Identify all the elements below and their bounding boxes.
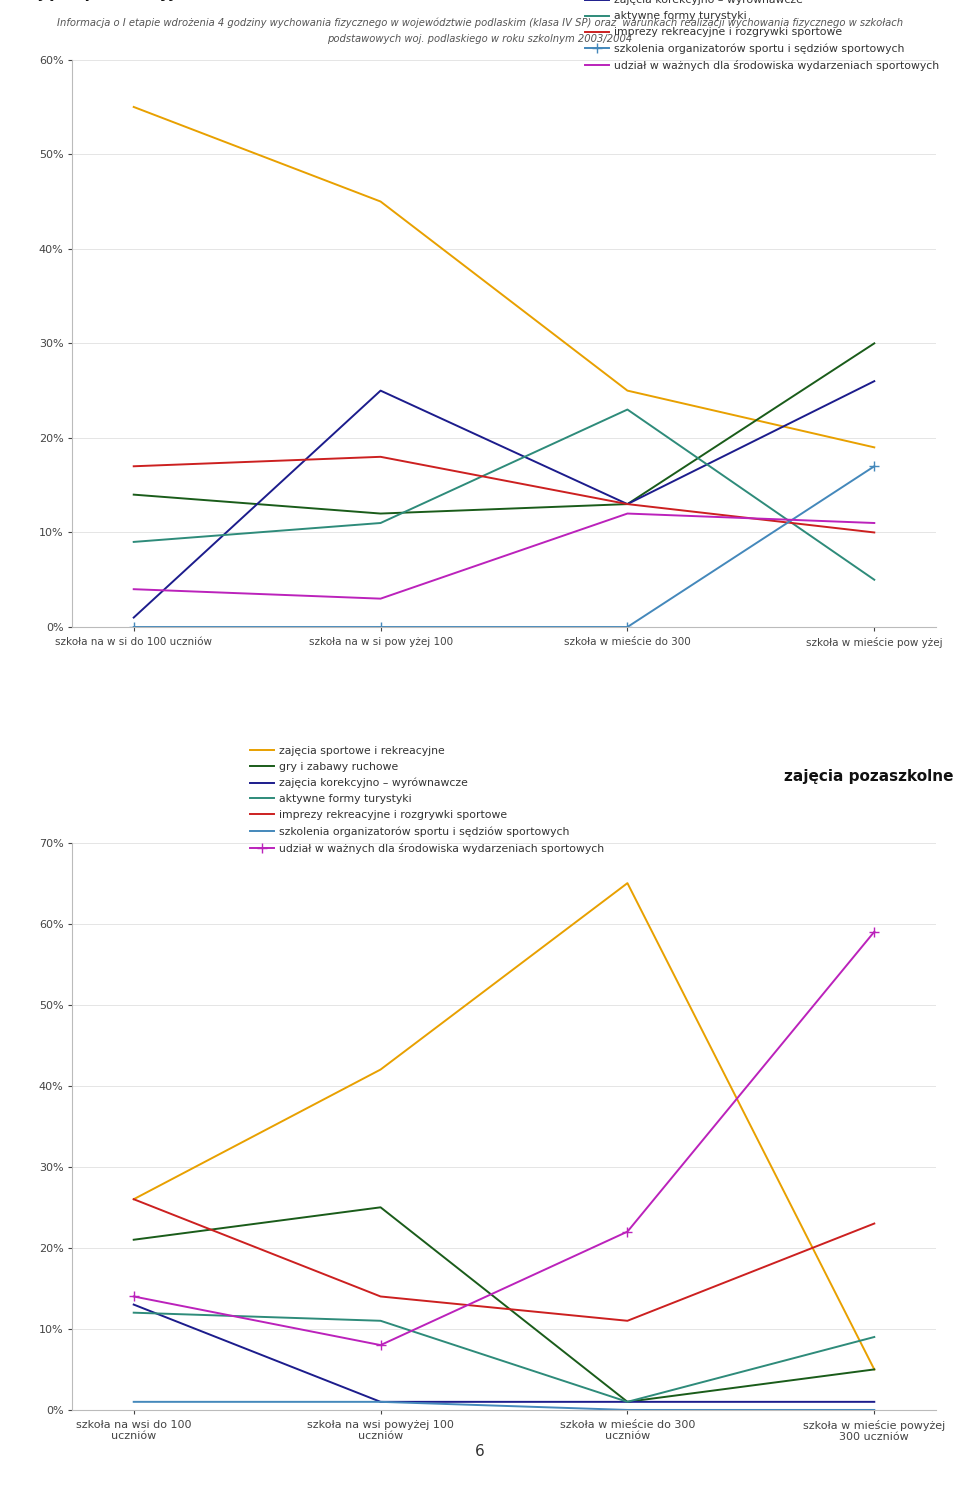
Text: Informacja o I etapie wdrożenia 4 godziny wychowania fizycznego w województwie p: Informacja o I etapie wdrożenia 4 godzin… (57, 18, 903, 28)
Text: zajęcia pozaszkolne: zajęcia pozaszkolne (783, 768, 953, 783)
Legend: zajęcia sportowe i rekreacyjne, gry i zabawy ruchowe, zajęcia korekcyjno – wyrów: zajęcia sportowe i rekreacyjne, gry i za… (585, 0, 939, 70)
Legend: zajęcia sportowe i rekreacyjne, gry i zabawy ruchowe, zajęcia korekcyjno – wyrów: zajęcia sportowe i rekreacyjne, gry i za… (251, 746, 605, 853)
Text: podstawowych woj. podlaskiego w roku szkolnym 2003/2004: podstawowych woj. podlaskiego w roku szk… (327, 34, 633, 45)
Text: 6: 6 (475, 1444, 485, 1459)
